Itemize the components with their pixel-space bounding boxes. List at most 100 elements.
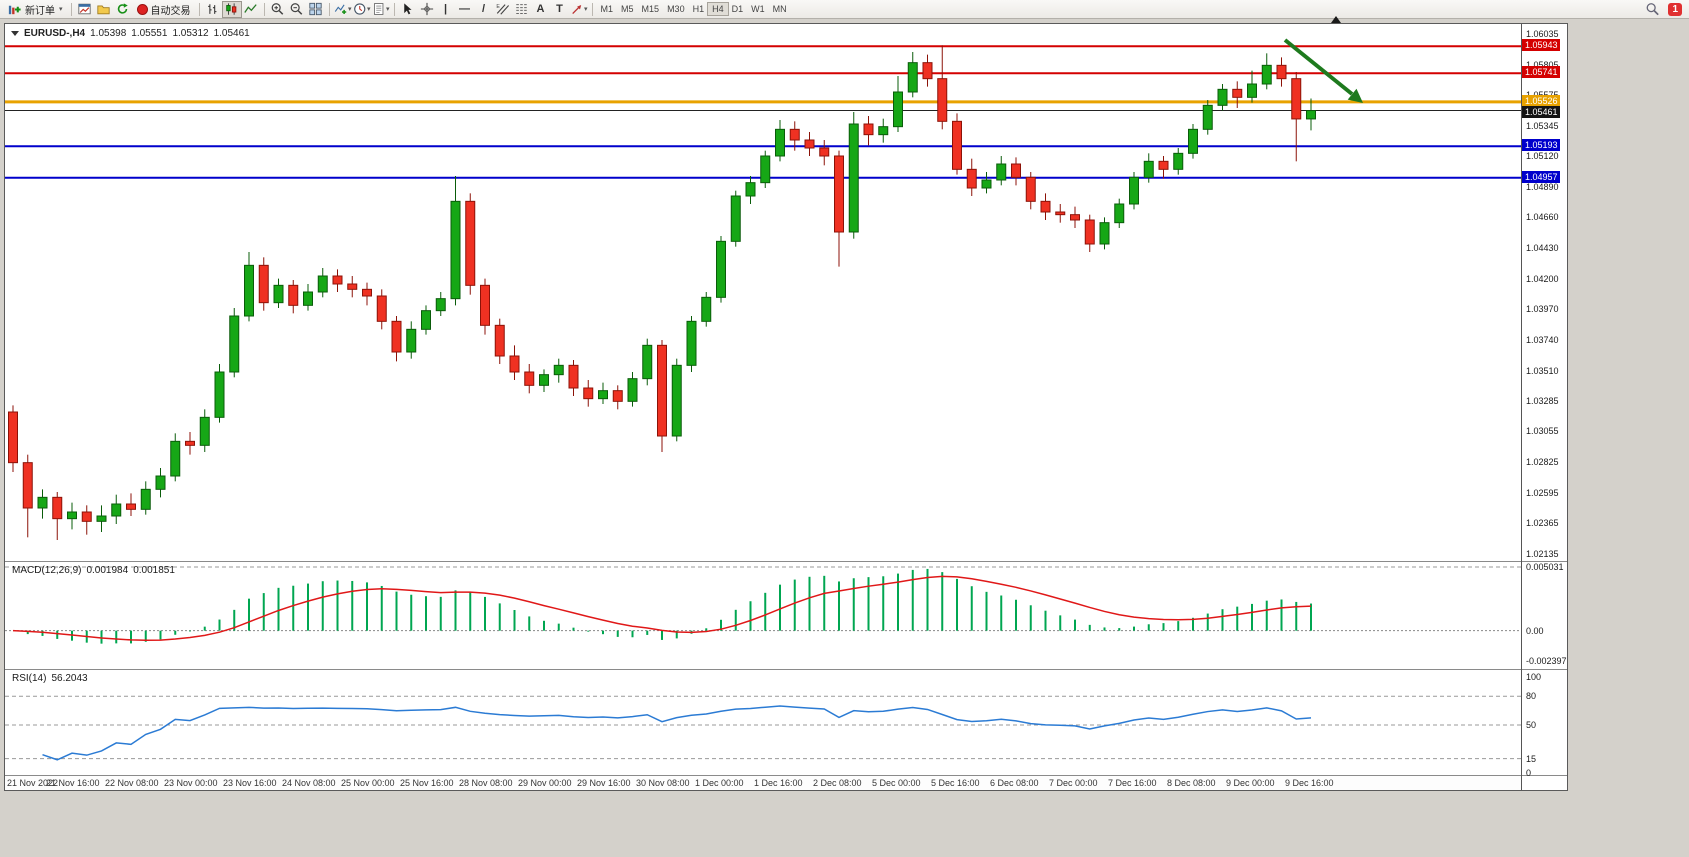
templates-button[interactable]: ▾: [372, 2, 390, 17]
separator: [393, 2, 395, 16]
time-tick: 9 Dec 00:00: [1226, 778, 1275, 788]
time-tick: 30 Nov 08:00: [636, 778, 690, 788]
time-tick: 7 Dec 16:00: [1108, 778, 1157, 788]
price-scale-tick: 1.02365: [1526, 518, 1559, 529]
equidistant-channel-icon: E: [496, 4, 510, 15]
collapse-panel-icon[interactable]: [11, 31, 19, 36]
chart-shift-marker-icon[interactable]: [1331, 16, 1341, 23]
candle-body: [258, 264, 269, 304]
candlestick-chart-type-button[interactable]: [221, 0, 242, 18]
time-tick: 8 Dec 08:00: [1167, 778, 1216, 788]
candle-body: [1070, 214, 1080, 221]
candle-body: [819, 147, 830, 157]
candle-body: [1143, 160, 1154, 178]
price-level-tag: 1.04957: [1522, 170, 1560, 183]
candle-body: [1040, 200, 1051, 213]
periods-button[interactable]: ▾: [353, 2, 371, 17]
rsi-scale-tick: 0: [1526, 768, 1532, 778]
bar-chart-type-button[interactable]: [204, 2, 222, 17]
profiles-button[interactable]: [95, 2, 113, 17]
search-button[interactable]: [1643, 2, 1661, 17]
timeframe-d1[interactable]: D1: [731, 4, 744, 14]
time-axis[interactable]: 21 Nov 2022 21 Nov 16:00 22 Nov 08:00 23 No…: [5, 776, 1521, 790]
candle-body: [480, 284, 490, 326]
label-icon: T: [556, 3, 563, 15]
cursor-tool-button[interactable]: [399, 2, 417, 17]
zoom-out-button[interactable]: [288, 2, 306, 17]
timeframe-m1[interactable]: M1: [600, 4, 614, 14]
vertical-line-tool-button[interactable]: |: [437, 2, 455, 17]
timeframe-mn[interactable]: MN: [772, 4, 787, 14]
ohlc-open: 1.05398: [90, 28, 127, 39]
label-tool-button[interactable]: T: [551, 2, 569, 17]
fibonacci-tool-button[interactable]: [513, 2, 531, 17]
price-level-tag: 1.05526: [1522, 94, 1560, 107]
zoom-out-icon: [290, 3, 303, 15]
candle-body: [598, 390, 608, 400]
timeframe-m30[interactable]: M30: [667, 4, 685, 14]
price-chart[interactable]: [5, 24, 1521, 561]
rsi-title: RSI(14): [12, 673, 47, 684]
refresh-button[interactable]: [114, 2, 132, 17]
indicators-button[interactable]: ▾: [334, 2, 352, 17]
profiles-icon: [97, 5, 110, 15]
timeframe-m15[interactable]: M15: [641, 4, 660, 14]
trend-arrow[interactable]: [1283, 38, 1354, 96]
periods-icon: [353, 3, 365, 15]
notification-badge[interactable]: 1: [1668, 2, 1682, 16]
trendline-tool-button[interactable]: /: [475, 2, 493, 17]
zoom-in-button[interactable]: [269, 2, 287, 17]
chevron-down-icon: ▾: [584, 6, 588, 13]
price-scale-tick: 1.04430: [1526, 243, 1559, 253]
candle-body: [376, 295, 387, 322]
price-level-tag: 1.05741: [1522, 66, 1560, 79]
candle-body: [229, 315, 240, 373]
price-scale-tick: 1.06035: [1526, 29, 1559, 39]
line-chart-type-button[interactable]: [242, 2, 260, 17]
arrows-tool-button[interactable]: ▾: [570, 2, 588, 17]
new-order-label: 新订单: [25, 5, 55, 17]
chevron-down-icon: ▾: [367, 6, 371, 13]
macd-scale-tick: 0.00: [1526, 625, 1544, 636]
timeframe-h4[interactable]: H4: [707, 2, 729, 16]
new-chart-button[interactable]: [76, 2, 94, 17]
macd-main-value: 0.001984: [86, 565, 129, 576]
rsi-indicator-pane[interactable]: [5, 670, 1521, 775]
toolbar: 新订单 ▾ 自动交易: [0, 0, 1689, 19]
timeframe-h1[interactable]: H1: [692, 4, 705, 14]
macd-indicator-pane[interactable]: [5, 562, 1521, 669]
candle-body: [583, 387, 594, 400]
crosshair-tool-button[interactable]: [418, 2, 436, 17]
candle-body: [391, 320, 402, 353]
candle-body: [1025, 176, 1036, 202]
text-tool-button[interactable]: A: [532, 2, 550, 17]
new-order-button[interactable]: 新订单 ▾: [3, 1, 67, 18]
candle-body: [627, 378, 638, 402]
bar-chart-type-icon: [208, 4, 217, 14]
timeframe-m5[interactable]: M5: [621, 4, 634, 14]
channel-tool-button[interactable]: E: [494, 2, 512, 17]
candle-body: [966, 168, 977, 189]
timeframe-w1[interactable]: W1: [751, 4, 765, 14]
horizontal-line-tool-button[interactable]: —: [456, 2, 474, 17]
timeframe-toolbar: M1 M5 M15 M30 H1 H4 D1 W1 MN: [597, 2, 791, 16]
candle-body: [937, 78, 948, 122]
pane-separator[interactable]: [5, 561, 1567, 562]
candle-body: [1306, 110, 1316, 120]
new-order-icon: [8, 5, 21, 14]
trendline-icon: /: [481, 3, 486, 15]
svg-text:E: E: [496, 4, 500, 10]
candle-body: [406, 328, 417, 353]
pane-separator: [5, 775, 1567, 776]
autotrading-button[interactable]: 自动交易: [133, 1, 195, 18]
chart-header: EURUSD-,H4 1.05398 1.05551 1.05312 1.054…: [11, 28, 250, 39]
time-tick: 29 Nov 16:00: [577, 778, 631, 788]
time-tick: 21 Nov 2022: [7, 778, 59, 788]
candle-body: [126, 503, 136, 510]
pane-separator[interactable]: [5, 669, 1567, 670]
candle-body: [524, 371, 535, 386]
symbol-period-label: EURUSD-,H4: [24, 28, 86, 39]
tile-windows-button[interactable]: [307, 2, 325, 17]
candle-body: [981, 179, 992, 189]
chevron-down-icon: ▾: [59, 6, 63, 13]
